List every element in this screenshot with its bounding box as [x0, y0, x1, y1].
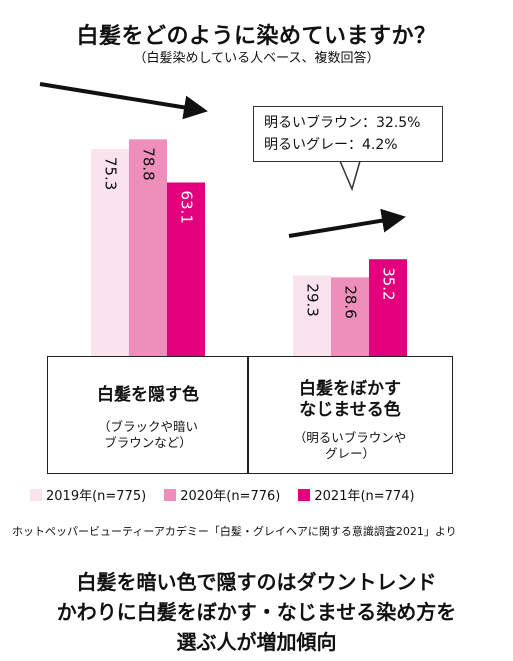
headline-line: 選ぶ人が増加傾向 [176, 630, 337, 654]
legend-swatch [298, 488, 311, 501]
trend-arrow-up [288, 208, 406, 238]
legend-label: 2019年(n=775) [46, 489, 147, 504]
bar-value-label: 28.6 [342, 285, 360, 318]
legend-label: 2020年(n=776) [180, 489, 281, 504]
callout-tail [339, 160, 361, 192]
bar [293, 275, 331, 356]
annotation-line: 明るいブラウン：32.5% [264, 115, 421, 131]
annotation-callout: 明るいブラウン：32.5% 明るいグレー：4.2% [253, 106, 443, 162]
category-box-blend: 白髪をぼかす なじませる色 （明るいブラウンや グレー） [247, 356, 453, 474]
bar-value-label: 29.3 [304, 283, 322, 316]
annotation-line: 明るいグレー：4.2% [264, 137, 398, 153]
category-sublabel-line: （明るいブラウンや [293, 430, 407, 445]
headline: 白髪を暗い色で隠すのはダウントレンド かわりに白髪をぼかす・なじませる染め方を … [0, 567, 513, 657]
category-label-line: なじませる色 [299, 400, 401, 420]
category-sublabel: （ブラックや暗い ブラウンなど） [48, 419, 248, 451]
legend-item-2020: 2020年(n=776) [164, 485, 280, 504]
category-label-line: 白髪を隠す色 [97, 385, 199, 405]
category-label: 白髪を隠す色 [48, 385, 248, 406]
legend-label: 2021年(n=774) [314, 489, 415, 504]
category-sublabel: （明るいブラウンや グレー） [248, 430, 452, 462]
category-box-hide: 白髪を隠す色 （ブラックや暗い ブラウンなど） [47, 356, 249, 474]
bar-value-label: 35.2 [380, 267, 398, 300]
category-label: 白髪をぼかす なじませる色 [248, 379, 452, 421]
trend-arrow-down [39, 82, 208, 120]
chart-title: 白髪をどのように染めていますか？ [76, 24, 437, 49]
bar-value-label: 78.8 [140, 147, 158, 180]
category-sublabel-line: ブラウンなど） [104, 435, 192, 450]
headline-line: 白髪を暗い色で隠すのはダウントレンド [76, 570, 437, 594]
category-sublabel-line: （ブラックや暗い [97, 419, 198, 434]
bar-value-label: 75.3 [102, 157, 120, 190]
legend-swatch [164, 488, 177, 501]
category-label-line: 白髪をぼかす [299, 379, 401, 399]
bar [129, 139, 167, 356]
bar [167, 182, 205, 356]
bar [369, 259, 407, 356]
bar [331, 277, 369, 356]
legend-item-2019: 2019年(n=775) [30, 485, 146, 504]
legend-item-2021: 2021年(n=774) [298, 485, 415, 504]
category-sublabel-line: グレー） [324, 446, 375, 461]
bar-value-label: 63.1 [178, 190, 196, 223]
bar [91, 148, 129, 356]
legend-swatch [30, 488, 42, 501]
chart-subtitle: （白髪染めしている人ベース、複数回答） [133, 51, 380, 66]
headline-line: かわりに白髪をぼかす・なじませる染め方を [56, 600, 457, 624]
legend: 2019年(n=775) 2020年(n=776) 2021年(n=774) [30, 485, 490, 504]
source-note: ホットペッパービューティーアカデミー「白髪・グレイヘアに関する意識調査2021」… [12, 525, 457, 538]
